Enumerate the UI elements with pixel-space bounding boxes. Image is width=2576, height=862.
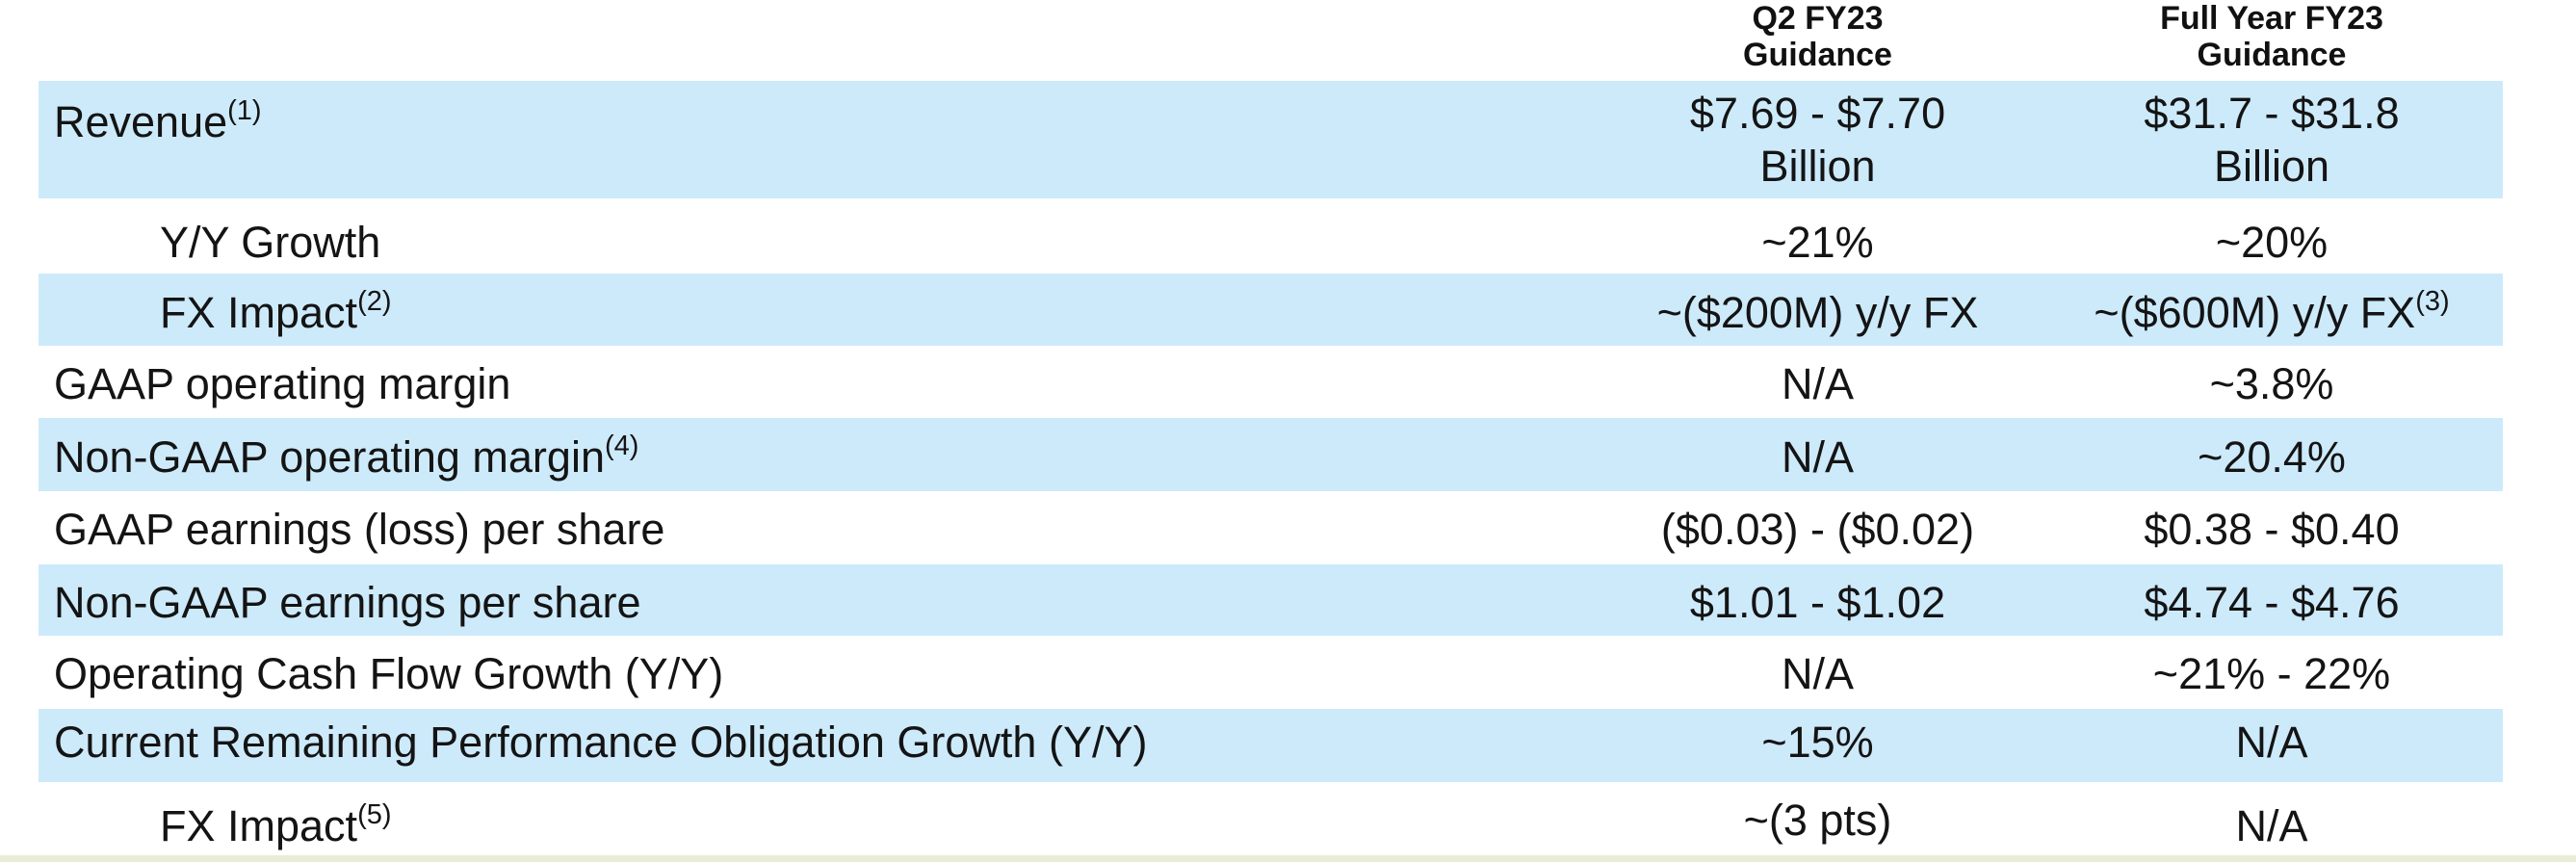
row-label: Non-GAAP earnings per share (54, 578, 641, 627)
full-year-value: ~20% (2215, 218, 2329, 267)
column-header-q2-fy23: Q2 FY23 Guidance (1594, 0, 2042, 85)
table-row-fx-impact: FX Impact(2) ~($200M) y/y FX ~($600M) y/… (39, 274, 2503, 346)
q2-value: ~21% (1761, 218, 1874, 267)
guidance-table: Revenue(1) $7.69 - $7.70 Billion $31.7 - … (0, 81, 2576, 859)
full-year-value: ~($600M) y/y FX(3) (2094, 286, 2450, 337)
table-header: Q2 FY23 Guidance Full Year FY23 Guidance (0, 0, 2576, 85)
footnote-marker: (1) (227, 95, 262, 127)
footnote-marker: (5) (357, 799, 392, 831)
footnote-marker: (3) (2415, 286, 2450, 318)
bottom-edge-bar (0, 855, 2576, 862)
table-row-gaap-operating-margin: GAAP operating margin N/A ~3.8% (39, 346, 2503, 418)
full-year-value: ~3.8% (2209, 359, 2334, 408)
column-header-full-year-fy23: Full Year FY23 Guidance (2056, 0, 2487, 85)
column-header-line: Q2 FY23 (1752, 0, 1884, 37)
table-row-gaap-eps: GAAP earnings (loss) per share ($0.03) -… (39, 491, 2503, 564)
row-label: Non-GAAP operating margin(4) (54, 431, 639, 482)
column-header-line: Guidance (1743, 37, 1892, 73)
q2-value: N/A (1781, 432, 1854, 482)
full-year-value: $4.74 - $4.76 (2144, 578, 2400, 627)
row-label: Revenue(1) (54, 95, 262, 146)
full-year-value: ~20.4% (2198, 432, 2346, 482)
full-year-value: $0.38 - $0.40 (2144, 505, 2400, 554)
full-year-value: ~21% - 22% (2152, 649, 2391, 698)
table-row-crpo-growth: Current Remaining Performance Obligation… (39, 709, 2503, 782)
row-label: Operating Cash Flow Growth (Y/Y) (54, 649, 724, 698)
table-row-non-gaap-operating-margin: Non-GAAP operating margin(4) N/A ~20.4% (39, 418, 2503, 491)
full-year-value: $31.7 - $31.8 Billion (2144, 89, 2400, 191)
footnote-marker: (2) (357, 286, 392, 318)
full-year-value: N/A (2235, 718, 2308, 767)
row-label: FX Impact(5) (160, 799, 392, 850)
table-row-yy-growth: Y/Y Growth ~21% ~20% (39, 198, 2503, 274)
row-label: Current Remaining Performance Obligation… (54, 718, 1148, 767)
q2-value: ~($200M) y/y FX (1656, 288, 1979, 337)
table-row-operating-cash-flow-growth: Operating Cash Flow Growth (Y/Y) N/A ~21… (39, 636, 2503, 709)
q2-value: ~(3 pts) (1743, 796, 1892, 845)
q2-value: ~15% (1761, 718, 1874, 767)
row-label: GAAP operating margin (54, 359, 511, 408)
full-year-value: N/A (2235, 801, 2308, 850)
column-header-line: Full Year FY23 (2160, 0, 2383, 37)
q2-value: ($0.03) - ($0.02) (1660, 505, 1975, 554)
footnote-marker: (4) (604, 431, 639, 462)
table-row-non-gaap-eps: Non-GAAP earnings per share $1.01 - $1.0… (39, 564, 2503, 636)
row-label: FX Impact(2) (160, 286, 392, 337)
q2-value: $1.01 - $1.02 (1689, 578, 1946, 627)
table-row-revenue: Revenue(1) $7.69 - $7.70 Billion $31.7 - … (39, 81, 2503, 198)
row-label: Y/Y Growth (160, 218, 381, 267)
q2-value: N/A (1781, 649, 1854, 698)
row-label: GAAP earnings (loss) per share (54, 505, 665, 554)
q2-value: N/A (1781, 359, 1854, 408)
q2-value: $7.69 - $7.70 Billion (1689, 89, 1946, 191)
table-row-fx-impact-crpo: FX Impact(5) ~(3 pts) N/A (39, 782, 2503, 859)
column-header-line: Guidance (2197, 37, 2347, 73)
